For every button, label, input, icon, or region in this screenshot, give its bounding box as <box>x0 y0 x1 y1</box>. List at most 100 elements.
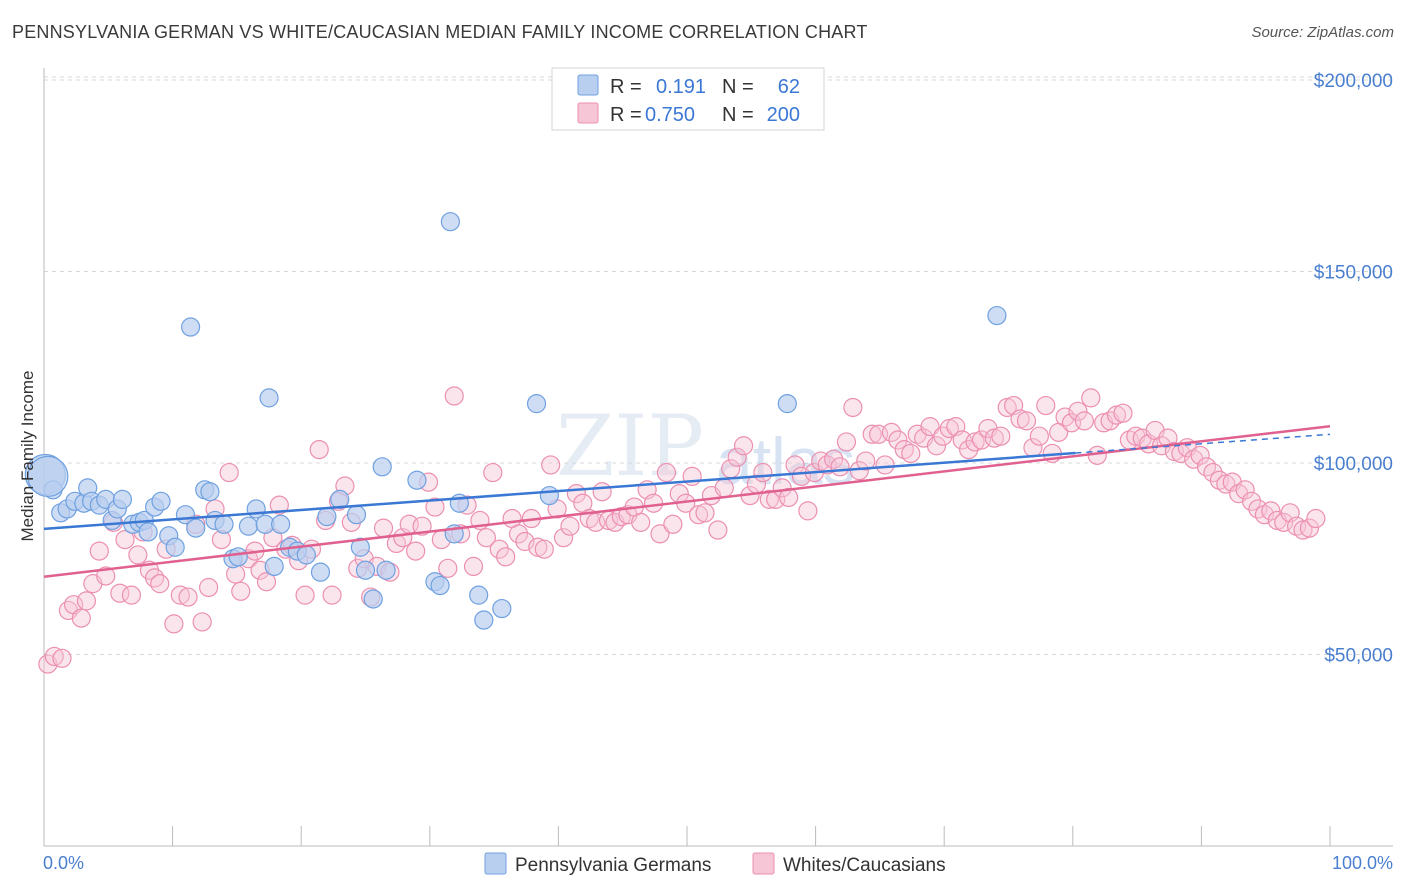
point-white-caucasian-1 <box>44 646 64 667</box>
point-pennsylvania-german-46 <box>372 457 392 477</box>
point-white-caucasian-92 <box>631 512 651 532</box>
point-white-caucasian-167 <box>1113 403 1133 423</box>
point-white-caucasian-118 <box>798 501 818 521</box>
point-pennsylvania-german-34 <box>264 556 284 577</box>
legend: R = 0.191 N = 62 R = 0.750 N = 200 <box>551 67 825 131</box>
bottom-legend: Pennsylvania Germans Whites/Caucasians <box>484 852 946 876</box>
point-white-caucasian-162 <box>1081 388 1101 408</box>
bottom-legend-label-pink: Whites/Caucasians <box>783 855 946 876</box>
point-white-caucasian-30 <box>231 581 251 601</box>
y-tick-label-2: $150,000 <box>1314 263 1393 284</box>
point-white-caucasian-18 <box>150 574 170 594</box>
point-white-caucasian-52 <box>373 518 394 538</box>
point-white-caucasian-78 <box>541 455 561 475</box>
point-white-caucasian-62 <box>438 558 458 578</box>
point-white-caucasian-68 <box>476 528 496 548</box>
point-pennsylvania-german-35 <box>271 514 291 534</box>
point-white-caucasian-137 <box>920 417 940 437</box>
point-white-caucasian-148 <box>991 426 1011 446</box>
point-pennsylvania-german-57 <box>526 394 547 414</box>
point-white-caucasian-114 <box>772 478 792 498</box>
point-pennsylvania-german-33 <box>259 388 279 408</box>
y-tick-label-1: $100,000 <box>1314 454 1393 475</box>
point-pennsylvania-german-39 <box>310 562 331 582</box>
point-white-caucasian-63 <box>444 386 464 406</box>
legend-r-value-2: 0.750 <box>645 104 695 126</box>
legend-n-value-2: 200 <box>767 104 800 126</box>
point-white-caucasian-14 <box>128 545 148 565</box>
legend-swatch-blue <box>577 74 599 96</box>
point-white-caucasian-12 <box>115 529 135 550</box>
point-white-caucasian-94 <box>643 493 664 513</box>
trend-lines <box>43 424 1331 578</box>
point-white-caucasian-181 <box>1203 462 1223 483</box>
point-white-caucasian-66 <box>463 556 484 577</box>
point-white-caucasian-108 <box>733 436 754 456</box>
point-white-caucasian-152 <box>1016 411 1037 431</box>
legend-r-value-1: 0.191 <box>656 76 706 98</box>
trend-line-white-caucasian <box>43 424 1331 578</box>
point-pennsylvania-german-41 <box>330 489 350 509</box>
point-white-caucasian-190 <box>1261 501 1281 521</box>
point-pennsylvania-german-44 <box>355 560 376 580</box>
point-pennsylvania-german-38 <box>296 545 316 565</box>
point-white-caucasian-9 <box>96 566 116 586</box>
point-pennsylvania-german-20 <box>165 537 185 557</box>
point-white-caucasian-134 <box>901 443 921 464</box>
point-pennsylvania-german-40 <box>317 507 337 527</box>
trend-line-pennsylvania-german <box>43 451 1076 531</box>
point-white-caucasian-60 <box>425 497 445 517</box>
point-pennsylvania-german-12 <box>112 489 133 509</box>
watermark-zip: ZIP <box>556 397 704 495</box>
point-white-caucasian-58 <box>412 516 432 536</box>
point-white-caucasian-131 <box>881 422 902 442</box>
bottom-legend-label-blue: Pennsylvania Germans <box>515 855 711 876</box>
point-white-caucasian-36 <box>269 495 289 515</box>
point-white-caucasian-13 <box>121 585 142 605</box>
point-pennsylvania-german-29 <box>228 547 248 567</box>
chart-source: Source: ZipAtlas.com <box>1251 24 1394 41</box>
point-pennsylvania-german-55 <box>474 610 494 630</box>
point-white-caucasian-57 <box>406 541 426 561</box>
point-white-caucasian-130 <box>875 455 895 475</box>
point-pennsylvania-german-27 <box>214 514 234 534</box>
point-white-caucasian-196 <box>1299 518 1320 538</box>
point-white-caucasian-160 <box>1068 401 1088 421</box>
point-white-caucasian-132 <box>888 430 908 450</box>
point-white-caucasian-17 <box>144 568 165 588</box>
chart-title: PENNSYLVANIA GERMAN VS WHITE/CAUCASIAN M… <box>12 22 868 42</box>
point-white-caucasian-192 <box>1274 512 1294 532</box>
x-tick-label-start: 0.0% <box>43 853 84 873</box>
point-white-caucasian-80 <box>553 528 574 548</box>
point-white-caucasian-42 <box>309 439 329 460</box>
point-white-caucasian-71 <box>496 547 516 567</box>
point-white-caucasian-143 <box>959 439 979 460</box>
bottom-legend-swatch-blue <box>484 852 507 875</box>
point-white-caucasian-161 <box>1074 411 1094 431</box>
point-white-caucasian-154 <box>1029 426 1049 446</box>
point-white-caucasian-107 <box>727 447 747 467</box>
point-white-caucasian-139 <box>933 426 953 446</box>
point-white-caucasian-86 <box>592 482 612 502</box>
point-white-caucasian-124 <box>836 432 857 452</box>
point-white-caucasian-186 <box>1235 480 1255 500</box>
point-white-caucasian-95 <box>650 524 670 544</box>
point-pennsylvania-german-30 <box>238 516 259 536</box>
point-pennsylvania-german-45 <box>363 589 383 609</box>
point-pennsylvania-german-23 <box>186 518 206 538</box>
y-tick-labels: $50,000 $100,000 $150,000 $200,000 <box>1314 71 1393 667</box>
y-tick-label-3: $200,000 <box>1314 71 1393 92</box>
point-white-caucasian-69 <box>483 462 503 483</box>
point-pennsylvania-german-50 <box>430 575 450 596</box>
point-white-caucasian-24 <box>192 612 212 632</box>
point-white-caucasian-44 <box>322 585 342 605</box>
point-pennsylvania-german-54 <box>469 585 489 605</box>
point-pennsylvania-german-42 <box>346 505 367 525</box>
point-white-caucasian-104 <box>708 520 728 540</box>
point-white-caucasian-70 <box>489 539 509 559</box>
point-white-caucasian-105 <box>714 478 734 498</box>
point-white-caucasian-102 <box>695 503 715 523</box>
legend-r-label-2: R = <box>610 104 642 126</box>
point-white-caucasian-77 <box>534 539 554 559</box>
